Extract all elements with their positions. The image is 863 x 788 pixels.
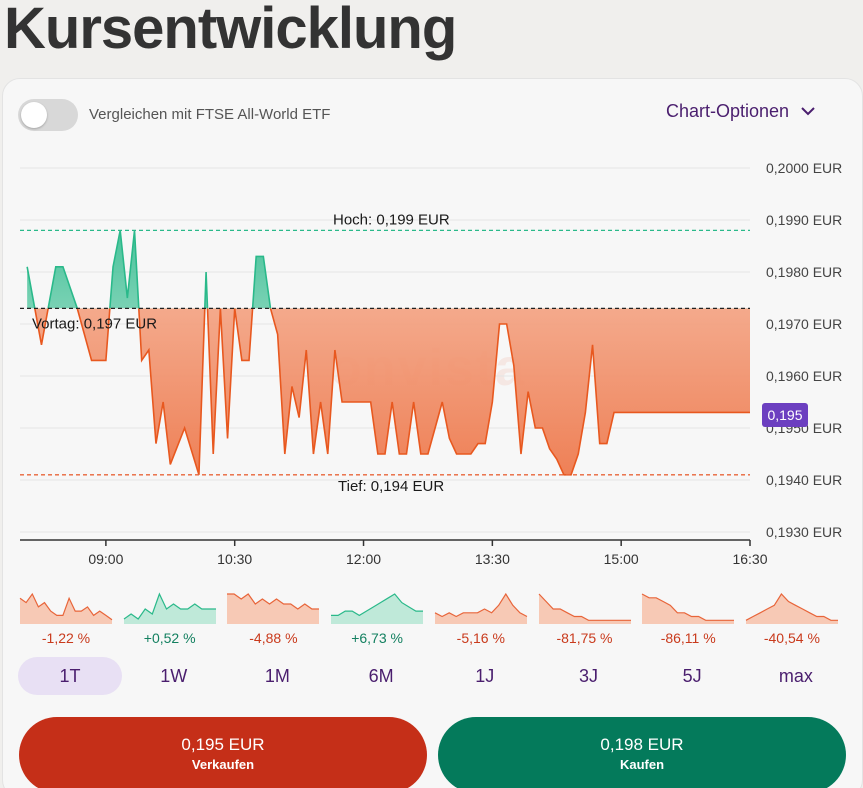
x-tick-label: 12:00 (346, 551, 381, 567)
compare-label: Vergleichen mit FTSE All-World ETF (89, 106, 331, 123)
sparkline-line (538, 593, 631, 621)
sparkline-line (19, 592, 113, 621)
sparkline-change: -81,75 % (556, 630, 613, 646)
tab-1W[interactable]: 1W (160, 666, 188, 686)
buy-price: 0,198 EUR (600, 735, 684, 754)
area-above-previous (27, 230, 271, 309)
sparkline-area (642, 594, 735, 624)
tab-1J[interactable]: 1J (475, 666, 495, 686)
y-tick-label: 0,1930 EUR (766, 524, 842, 540)
compare-toggle[interactable] (18, 99, 78, 131)
sparkline-3J[interactable]: -81,75 % (537, 586, 633, 650)
sparkline-change: -86,11 % (660, 630, 716, 646)
area-below-previous (27, 308, 750, 475)
sparkline-1W[interactable]: +0,52 % (122, 586, 218, 650)
y-tick-label: 0,1940 EUR (766, 472, 842, 488)
tab-max[interactable]: max (778, 666, 813, 686)
sparkline-line (331, 593, 424, 617)
tab-3J[interactable]: 3J (578, 666, 598, 686)
sparkline-change: +0,52 % (143, 630, 196, 646)
x-tick-label: 16:30 (732, 551, 767, 567)
price-line-below (33, 308, 750, 476)
sparkline-change: -40,54 % (763, 630, 820, 646)
buy-label: Kaufen (619, 757, 665, 772)
tab-6M[interactable]: 6M (368, 666, 394, 686)
previous-reference-label: Vortag: 0,197 EUR (32, 315, 157, 332)
sell-label: Verkaufen (191, 757, 255, 772)
sparkline-area (434, 594, 527, 624)
x-tick-label: 09:00 (88, 551, 123, 567)
sparkline-6M[interactable]: +6,73 % (329, 586, 425, 650)
y-tick-label: 0,2000 EUR (766, 160, 842, 176)
sparkline-change: -4,88 % (249, 630, 298, 646)
y-tick-label: 0,1990 EUR (766, 212, 842, 228)
toggle-knob (21, 102, 47, 128)
sell-price: 0,195 EUR (181, 735, 265, 754)
chevron-down-icon (801, 104, 815, 119)
price-chart[interactable]: 0,2000 EUR 0,1990 EUR 0,1980 EUR 0,1970 EUR… (0, 148, 863, 583)
sparkline-area (745, 594, 838, 624)
sell-button[interactable]: 0,195 EUR Verkaufen (19, 717, 427, 788)
high-reference-label: Hoch: 0,199 EUR (333, 211, 450, 228)
period-tabs: 1T 1W 1M 6M 1J 3J 5J max (18, 657, 848, 695)
buy-button[interactable]: 0,198 EUR Kaufen (438, 717, 846, 788)
current-price-badge: 0,195 (762, 403, 808, 427)
sparkline-change: +6,73 % (351, 630, 403, 646)
sparkline-1T[interactable]: -1,22 % (18, 586, 114, 650)
y-tick-label: 0,1980 EUR (766, 264, 842, 280)
sparkline-area (227, 594, 320, 624)
sparkline-area (538, 594, 631, 624)
x-tick-label: 13:30 (475, 551, 510, 567)
sparkline-change: -5,16 % (456, 630, 505, 646)
sparkline-1J[interactable]: -5,16 % (433, 586, 529, 650)
sparkline-5J[interactable]: -86,11 % (640, 586, 736, 650)
chart-options-label: Chart-Optionen (666, 101, 790, 121)
sparkline-max[interactable]: -40,54 % (744, 586, 840, 650)
tab-1T[interactable]: 1T (18, 657, 122, 695)
sparkline-line (227, 593, 320, 610)
y-tick-label: 0,1960 EUR (766, 368, 842, 384)
x-tick-label: 15:00 (604, 551, 639, 567)
tab-1M[interactable]: 1M (264, 666, 290, 686)
low-reference-label: Tief: 0,194 EUR (338, 478, 444, 495)
sparkline-line (123, 592, 216, 620)
sparkline-change: -1,22 % (41, 630, 91, 646)
sparkline-line (745, 593, 838, 621)
sparkline-area (123, 594, 216, 624)
y-tick-label: 0,1970 EUR (766, 316, 842, 332)
tab-5J[interactable]: 5J (682, 666, 702, 686)
sparkline-line (641, 593, 735, 621)
sparkline-area (20, 594, 112, 624)
sparkline-area (331, 594, 424, 624)
page-title: Kursentwicklung (4, 0, 457, 61)
period-sparklines: -1,22 % +0,52 % -4,88 % +6,73 % -5,16 % -81,7… (18, 586, 848, 650)
x-tick-label: 10:30 (217, 551, 252, 567)
sparkline-line (434, 592, 528, 618)
chart-options-button[interactable]: Chart-Optionen (666, 101, 815, 122)
sparkline-1M[interactable]: -4,88 % (225, 586, 321, 650)
